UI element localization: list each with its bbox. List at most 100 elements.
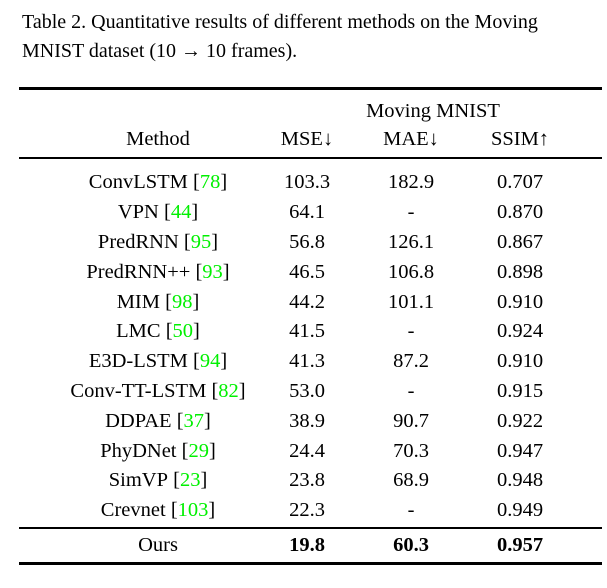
table-bottomrule xyxy=(19,562,602,565)
table-ours-rule xyxy=(19,527,602,529)
citation-bracket-close: ] xyxy=(208,439,216,462)
ssim-value: 0.915 xyxy=(496,379,544,402)
mae-value: 68.9 xyxy=(393,469,429,492)
ssim-value: 0.707 xyxy=(496,171,544,194)
mse-value: 64.1 xyxy=(289,201,325,224)
method-cell: Crevnet [103] xyxy=(8,496,308,526)
table-midrule xyxy=(19,157,602,159)
method-name: PhyDNet xyxy=(100,439,177,462)
method-name: PredRNN++ xyxy=(86,260,191,283)
citation-bracket-close: ] xyxy=(238,379,246,402)
mae-value: - xyxy=(407,201,415,224)
ssim-value: 0.870 xyxy=(496,201,544,224)
table-row-ours: Ours 19.8 60.3 0.957 xyxy=(0,530,607,560)
citation-link[interactable]: 93 xyxy=(202,260,223,283)
mae-value: 70.3 xyxy=(393,439,429,462)
table-row: Conv-TT-LSTM [82] 53.0 - 0.915 xyxy=(0,377,607,407)
table-row: PhyDNet [29] 24.4 70.3 0.947 xyxy=(0,436,607,466)
method-name: ConvLSTM xyxy=(88,171,188,194)
method-name: MIM xyxy=(116,290,160,313)
caption-line-2: MNIST dataset (10 → 10 frames). xyxy=(22,40,298,62)
citation-bracket-open: [ xyxy=(170,499,178,522)
mae-value: 90.7 xyxy=(393,409,429,432)
column-header-ssim: SSIM↑ xyxy=(490,127,550,150)
ssim-value: 0.924 xyxy=(496,320,544,343)
table-row: DDPAE [37] 38.9 90.7 0.922 xyxy=(0,406,607,436)
citation-bracket-open: [ xyxy=(211,379,219,402)
ssim-value: 0.949 xyxy=(496,499,544,522)
mse-value: 22.3 xyxy=(289,499,325,522)
mse-value: 24.4 xyxy=(289,439,325,462)
table-row: LMC [50] 41.5 - 0.924 xyxy=(0,317,607,347)
citation-bracket-open: [ xyxy=(183,230,191,253)
method-cell: MIM [98] xyxy=(8,287,308,317)
mae-value: - xyxy=(407,379,415,402)
citation-link[interactable]: 103 xyxy=(177,499,209,522)
method-cell: PredRNN++ [93] xyxy=(8,257,308,287)
citation-link[interactable]: 82 xyxy=(218,379,239,402)
column-header-method: Method xyxy=(126,127,190,150)
method-name: DDPAE xyxy=(105,409,172,432)
method-name: PredRNN xyxy=(97,230,179,253)
citation-link[interactable]: 44 xyxy=(170,201,192,224)
citation-bracket-close: ] xyxy=(204,409,211,432)
ssim-value: 0.957 xyxy=(496,533,544,556)
table-row: Crevnet [103] 22.3 - 0.949 xyxy=(0,496,607,526)
table-row: PredRNN [95] 56.8 126.1 0.867 xyxy=(0,228,607,258)
mse-value: 103.3 xyxy=(283,171,331,194)
method-cell: E3D-LSTM [94] xyxy=(8,347,308,377)
method-cell: PredRNN [95] xyxy=(8,228,308,258)
citation-bracket-open: [ xyxy=(176,409,184,432)
table-row: E3D-LSTM [94] 41.3 87.2 0.910 xyxy=(0,347,607,377)
citation-link[interactable]: 94 xyxy=(199,350,221,373)
citation-link[interactable]: 29 xyxy=(188,439,209,462)
citation-bracket-close: ] xyxy=(211,230,219,253)
citation-bracket-open: [ xyxy=(193,350,200,373)
citation-bracket-close: ] xyxy=(220,171,228,194)
citation-link[interactable]: 98 xyxy=(171,290,193,313)
mae-value: 106.8 xyxy=(387,260,435,283)
table-row: PredRNN++ [93] 46.5 106.8 0.898 xyxy=(0,257,607,287)
group-header-moving-mnist: Moving MNIST xyxy=(366,100,500,122)
method-name: SimVP xyxy=(108,469,168,492)
citation-link[interactable]: 78 xyxy=(199,171,221,194)
mse-value: 46.5 xyxy=(289,260,325,283)
citation-bracket-close: ] xyxy=(191,201,199,224)
mae-value: 60.3 xyxy=(393,533,429,556)
citation-bracket-open: [ xyxy=(173,469,180,492)
mse-value: 44.2 xyxy=(289,290,325,313)
citation-bracket-open: [ xyxy=(165,290,172,313)
mse-value: 56.8 xyxy=(289,230,325,253)
mae-value: - xyxy=(407,499,415,522)
ssim-value: 0.922 xyxy=(496,409,544,432)
citation-bracket-open: [ xyxy=(181,439,189,462)
citation-bracket-close: ] xyxy=(208,499,216,522)
citation-link[interactable]: 95 xyxy=(190,230,212,253)
mse-value: 41.3 xyxy=(289,350,325,373)
citation-link[interactable]: 37 xyxy=(183,409,205,432)
ssim-value: 0.898 xyxy=(496,260,544,283)
method-cell: Ours xyxy=(138,533,178,556)
citation-bracket-open: [ xyxy=(193,171,200,194)
mae-value: - xyxy=(407,320,415,343)
method-cell: PhyDNet [29] xyxy=(8,436,308,466)
table-caption: Table 2. Quantitative results of differe… xyxy=(22,8,538,66)
mae-value: 126.1 xyxy=(387,230,435,253)
caption-line-1: Table 2. Quantitative results of differe… xyxy=(22,11,538,33)
citation-link[interactable]: 23 xyxy=(179,469,201,492)
ssim-value: 0.910 xyxy=(496,350,544,373)
mae-value: 182.9 xyxy=(387,171,435,194)
ssim-value: 0.948 xyxy=(496,469,544,492)
table-row: VPN [44] 64.1 - 0.870 xyxy=(0,198,607,228)
citation-bracket-open: [ xyxy=(195,260,203,283)
citation-bracket-open: [ xyxy=(163,201,171,224)
mse-value: 53.0 xyxy=(289,379,325,402)
mae-value: 101.1 xyxy=(387,290,435,313)
method-cell: Conv-TT-LSTM [82] xyxy=(8,377,308,407)
column-header-mse: MSE↓ xyxy=(280,127,334,150)
citation-link[interactable]: 50 xyxy=(172,320,194,343)
ssim-value: 0.947 xyxy=(496,439,544,462)
table-header-row: Method MSE↓ MAE↓ SSIM↑ xyxy=(0,125,607,153)
citation-bracket-close: ] xyxy=(192,290,200,313)
citation-bracket-close: ] xyxy=(220,350,228,373)
